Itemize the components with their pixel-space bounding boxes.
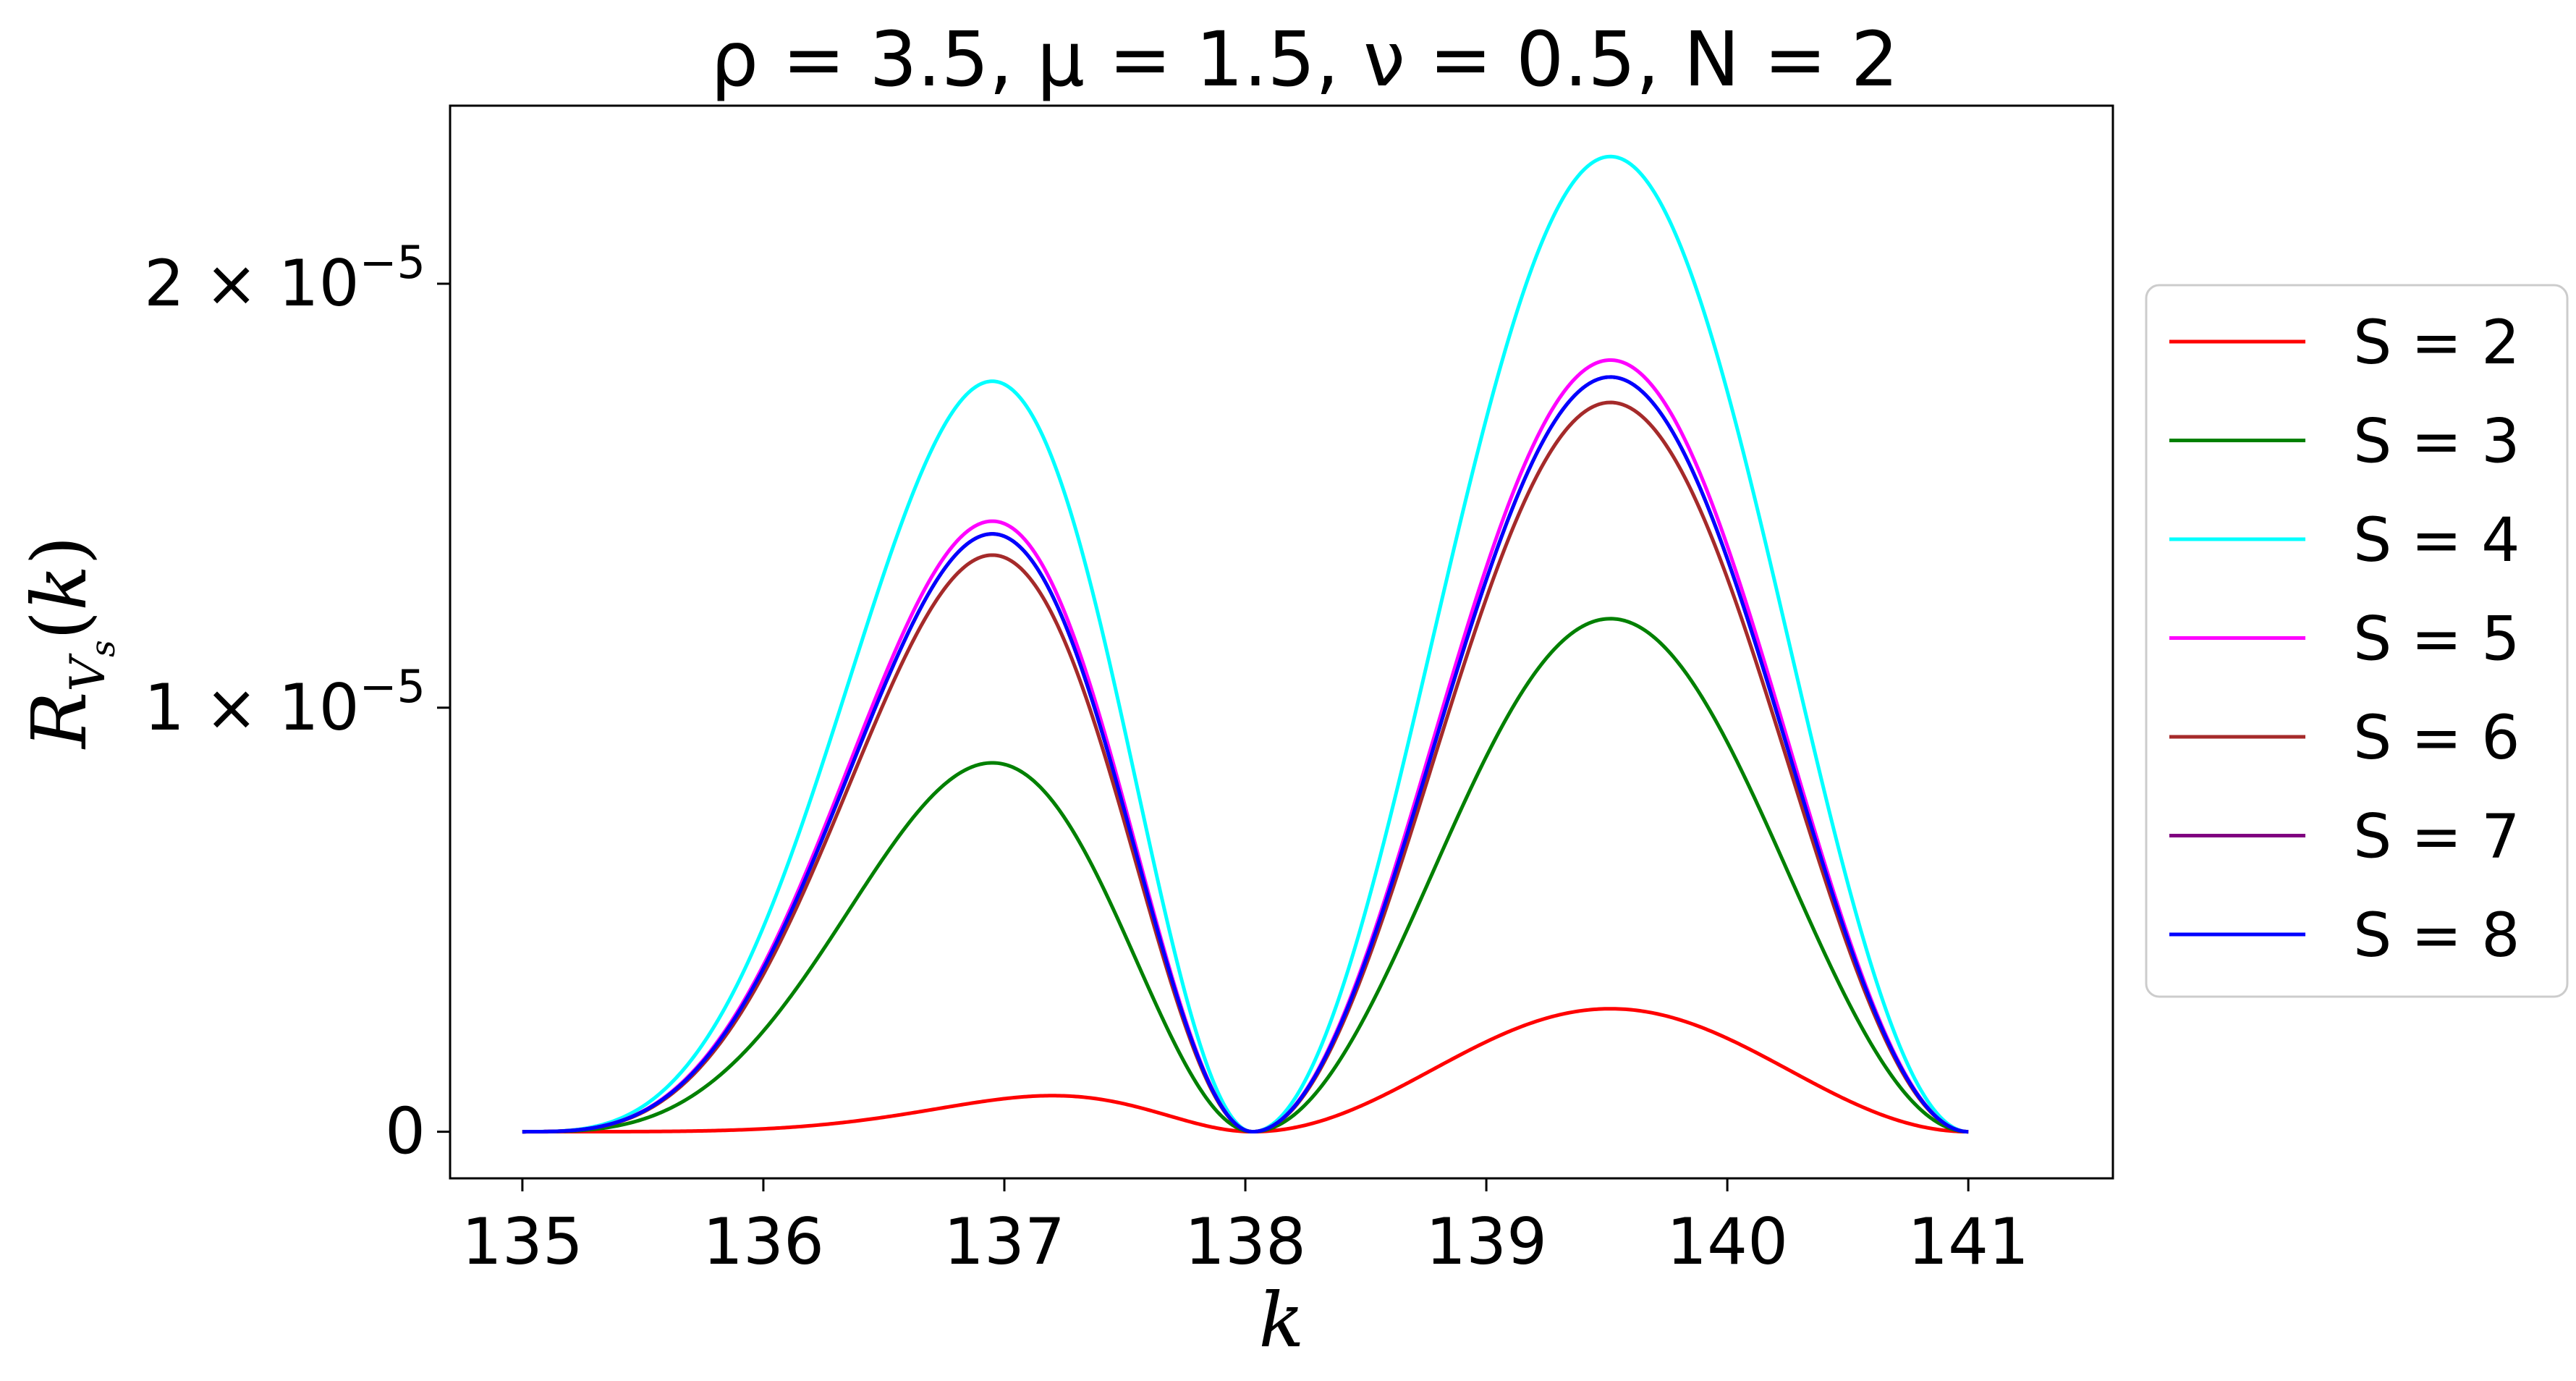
- legend-label: S = 6: [2353, 702, 2520, 773]
- x-tick-label: 139: [1425, 1204, 1547, 1279]
- x-axis-ticks: 135 136 137 138 139 140 141: [462, 1178, 2029, 1279]
- legend-label: S = 5: [2353, 604, 2520, 675]
- legend-label: S = 2: [2353, 307, 2520, 378]
- y-axis-label: RVs(k): [15, 536, 122, 750]
- y-tick-label: 2 × 10−5: [144, 236, 425, 321]
- series-line-s2: [522, 1007, 1969, 1134]
- series-line-s3: [522, 617, 1969, 1134]
- x-tick-label: 141: [1907, 1204, 2029, 1279]
- legend-label: S = 8: [2353, 900, 2520, 971]
- x-tick-label: 138: [1185, 1204, 1306, 1279]
- legend-label: S = 3: [2353, 406, 2520, 477]
- y-tick-label: 0: [385, 1094, 425, 1169]
- x-tick-label: 135: [462, 1204, 583, 1279]
- series-layer: [522, 154, 1969, 1134]
- chart-title: ρ = 3.5, μ = 1.5, ν = 0.5, N = 2: [711, 15, 1899, 104]
- legend-box: [2145, 284, 2569, 998]
- x-axis-label: k: [1258, 1276, 1304, 1364]
- x-tick-label: 137: [944, 1204, 1065, 1279]
- y-tick-label: 1 × 10−5: [144, 660, 425, 745]
- plot-area: [449, 104, 2114, 1180]
- series-line-s8: [522, 375, 1969, 1134]
- x-tick-label: 140: [1666, 1204, 1788, 1279]
- legend: S = 2 S = 3 S = 4 S = 5 S = 6 S = 7 S = 8: [2145, 284, 2569, 998]
- legend-label: S = 7: [2353, 801, 2520, 872]
- series-line-s6: [522, 400, 1969, 1134]
- x-tick-label: 136: [703, 1204, 824, 1279]
- legend-label: S = 4: [2353, 504, 2520, 575]
- y-axis-ticks: 0 1 × 10−5 2 × 10−5: [144, 236, 450, 1169]
